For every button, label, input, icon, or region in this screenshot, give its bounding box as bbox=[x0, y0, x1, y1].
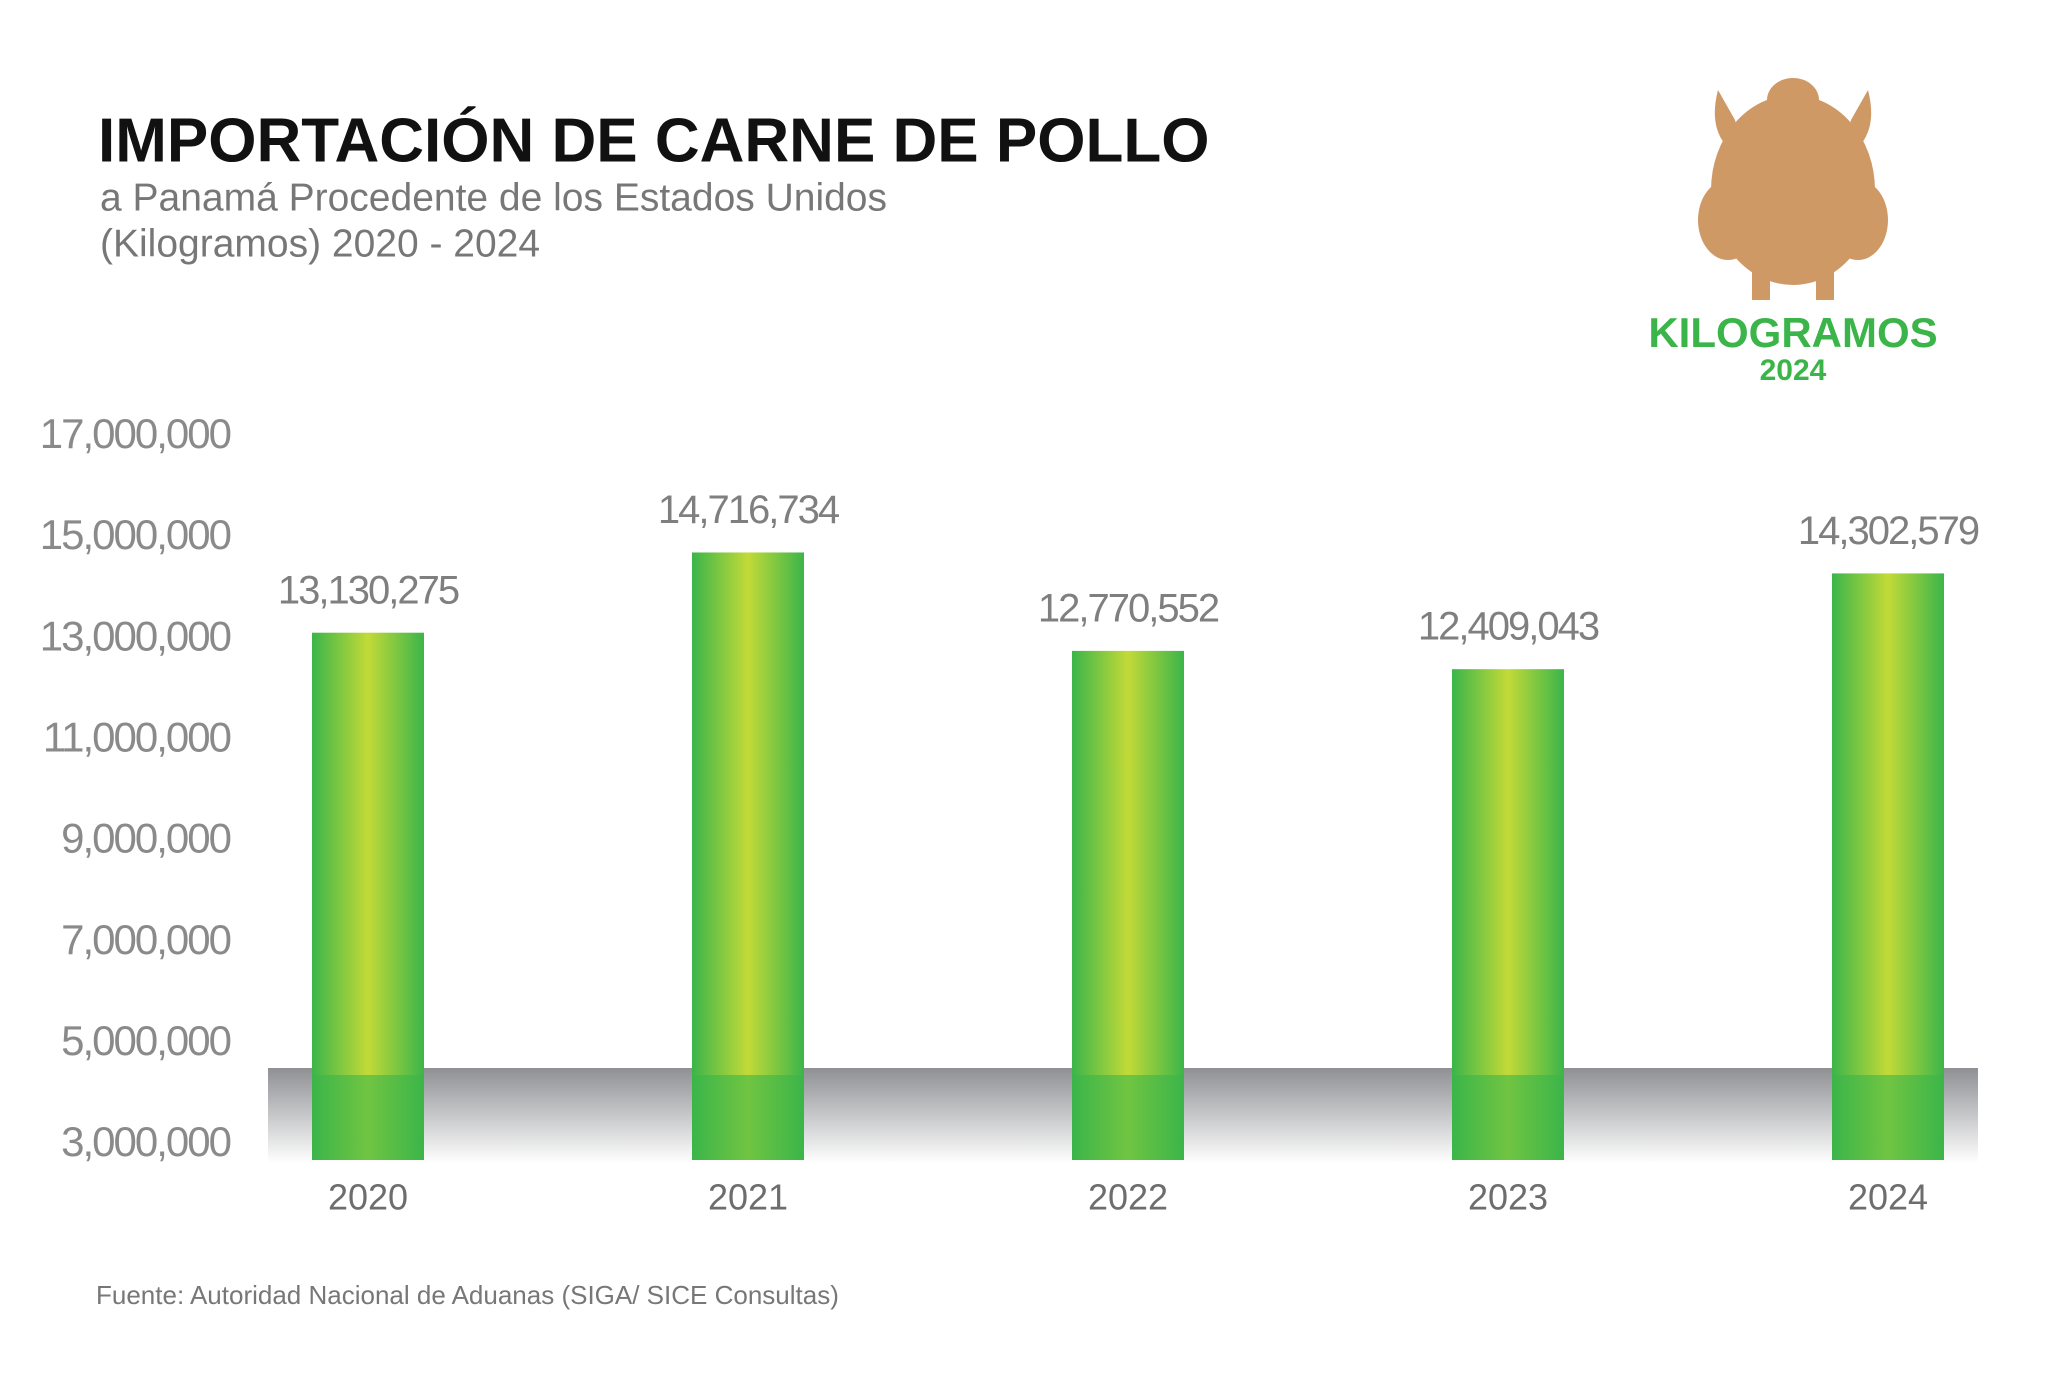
chicken-icon bbox=[1698, 78, 1888, 300]
x-tick-label: 2021 bbox=[708, 1177, 788, 1218]
y-tick-label: 3,000,000 bbox=[61, 1118, 230, 1165]
chart-title: IMPORTACIÓN DE CARNE DE POLLO bbox=[98, 106, 1209, 175]
y-tick-label: 15,000,000 bbox=[40, 511, 231, 558]
data-label: 12,770,552 bbox=[1038, 586, 1219, 630]
data-label: 14,716,734 bbox=[658, 488, 840, 532]
y-tick-label: 11,000,000 bbox=[43, 714, 231, 761]
bar-base bbox=[1832, 1075, 1944, 1160]
data-label: 12,409,043 bbox=[1418, 605, 1599, 649]
data-label: 14,302,579 bbox=[1798, 509, 1979, 553]
badge-title: KILOGRAMOS bbox=[1648, 309, 1937, 356]
bar bbox=[312, 632, 424, 1160]
data-label: 13,130,275 bbox=[278, 568, 459, 612]
badge-year: 2024 bbox=[1760, 354, 1827, 387]
bar-base bbox=[692, 1075, 804, 1160]
y-tick-label: 13,000,000 bbox=[40, 612, 231, 659]
y-tick-label: 17,000,000 bbox=[40, 410, 231, 457]
chart-subtitle: (Kilogramos) 2020 - 2024 bbox=[100, 222, 540, 265]
bar-base bbox=[1072, 1075, 1184, 1160]
bar-base bbox=[1452, 1075, 1564, 1160]
x-tick-label: 2020 bbox=[328, 1177, 408, 1218]
source-note: Fuente: Autoridad Nacional de Aduanas (S… bbox=[96, 1280, 839, 1310]
x-tick-label: 2024 bbox=[1848, 1177, 1928, 1218]
bar-base bbox=[312, 1075, 424, 1160]
y-tick-label: 7,000,000 bbox=[61, 916, 230, 963]
bar bbox=[1832, 573, 1944, 1160]
y-tick-label: 9,000,000 bbox=[61, 815, 230, 862]
chart-subtitle: a Panamá Procedente de los Estados Unido… bbox=[100, 176, 887, 219]
y-tick-label: 5,000,000 bbox=[61, 1017, 230, 1064]
bar bbox=[692, 552, 804, 1160]
x-tick-label: 2023 bbox=[1468, 1177, 1548, 1218]
x-tick-label: 2022 bbox=[1088, 1177, 1168, 1218]
